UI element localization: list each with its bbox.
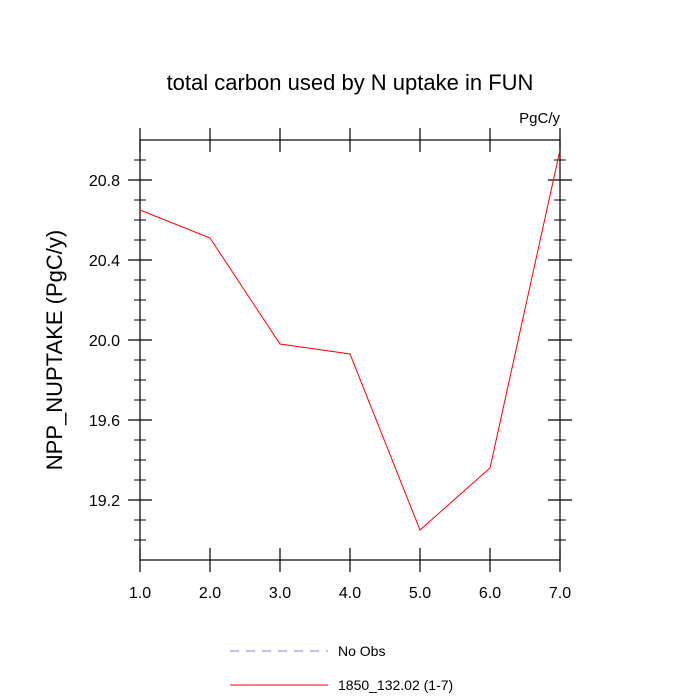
units-label: PgC/y — [519, 110, 560, 127]
x-tick-label: 4.0 — [339, 585, 361, 602]
series-line — [139, 149, 561, 531]
y-tick-label: 19.6 — [89, 413, 120, 430]
data-point — [279, 343, 281, 345]
y-tick-label: 20.0 — [89, 333, 120, 350]
x-tick-label: 1.0 — [129, 585, 151, 602]
data-point — [349, 353, 351, 355]
y-axis-label: NPP_NUPTAKE (PgC/y) — [42, 230, 67, 470]
legend: No Obs 1850_132.02 (1-7) — [230, 643, 453, 693]
legend-label: 1850_132.02 (1-7) — [338, 677, 453, 693]
legend-label: No Obs — [338, 643, 385, 659]
x-tick-label: 2.0 — [199, 585, 221, 602]
data-point — [419, 529, 421, 531]
series-layer — [139, 149, 561, 531]
chart-title: total carbon used by N uptake in FUN — [167, 70, 534, 95]
x-tick-label: 7.0 — [549, 585, 571, 602]
x-tick-label: 6.0 — [479, 585, 501, 602]
x-tick-label: 5.0 — [409, 585, 431, 602]
x-tick-label: 3.0 — [269, 585, 291, 602]
data-point — [139, 209, 141, 211]
tick-labels: 1.0 2.0 3.0 4.0 5.0 6.0 7.0 19.2 19.6 20.0 20.4 20.… — [89, 173, 571, 602]
y-tick-label: 20.4 — [89, 253, 120, 270]
y-tick-label: 19.2 — [89, 493, 120, 510]
plot-frame — [139, 139, 561, 561]
axis-ticks — [128, 128, 572, 572]
y-tick-label: 20.8 — [89, 173, 120, 190]
data-point — [559, 149, 561, 151]
data-point — [489, 467, 491, 469]
data-point — [209, 237, 211, 239]
